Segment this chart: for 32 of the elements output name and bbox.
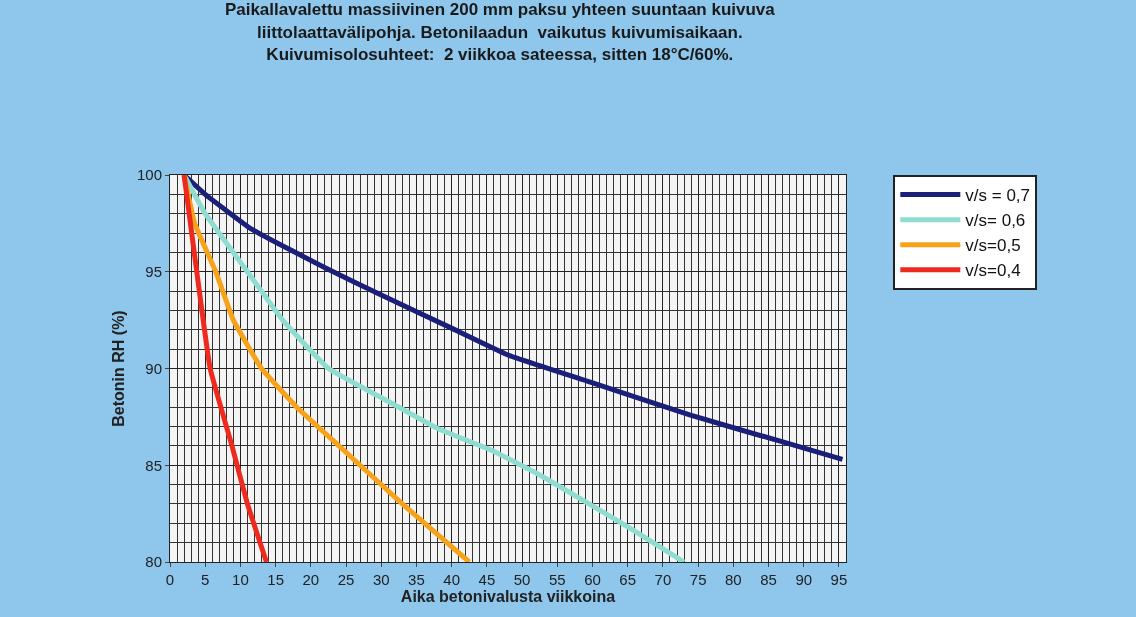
x-tick-label: 5	[201, 571, 210, 588]
legend-label: v/s= 0,6	[965, 211, 1026, 231]
x-tick-label: 80	[724, 571, 742, 588]
x-tick-label: 95	[830, 571, 848, 588]
x-tick-label: 40	[443, 571, 461, 588]
x-axis-title: Aika betonivalusta viikkoina	[400, 588, 616, 605]
x-tick-label: 90	[795, 571, 813, 588]
x-tick-label: 75	[689, 571, 707, 588]
legend-label: v/s=0,5	[965, 236, 1021, 256]
x-tick-label: 65	[619, 571, 637, 588]
x-tick-label: 20	[302, 571, 320, 588]
x-tick-label: 50	[513, 571, 531, 588]
legend-label: v/s=0,4	[965, 261, 1021, 281]
y-axis-title: Betonin RH (%)	[109, 310, 127, 427]
y-tick-label: 80	[145, 553, 162, 571]
x-tick-label: 15	[267, 571, 284, 588]
legend-label: v/s = 0,7	[965, 186, 1031, 206]
x-tick-label: 35	[408, 571, 425, 588]
x-tick-label: 30	[372, 571, 390, 588]
x-tick-label: 85	[760, 571, 777, 588]
y-tick-label: 95	[145, 263, 162, 280]
x-tick-label: 70	[654, 571, 672, 588]
y-tick-label: 100	[136, 166, 162, 184]
x-tick-label: 25	[337, 571, 355, 588]
x-tick-label: 45	[478, 571, 496, 588]
x-tick-label: 0	[165, 571, 175, 588]
x-tick-label: 60	[584, 571, 601, 588]
x-tick-label: 55	[548, 571, 566, 588]
y-tick-label: 85	[145, 456, 162, 474]
x-tick-label: 10	[232, 571, 249, 588]
y-tick-label: 90	[145, 359, 162, 377]
chart-title: Paikallavalettu massiivinen 200 mm paksu yhteen suuntaan kuivuva liittolaattavälipohja. Betonilaadun vaikutus kuivumisaikaan. Kuivumisolosuhteet: 2 viikkoa sateessa, sitten 18°C/60%.	[224, 0, 776, 64]
